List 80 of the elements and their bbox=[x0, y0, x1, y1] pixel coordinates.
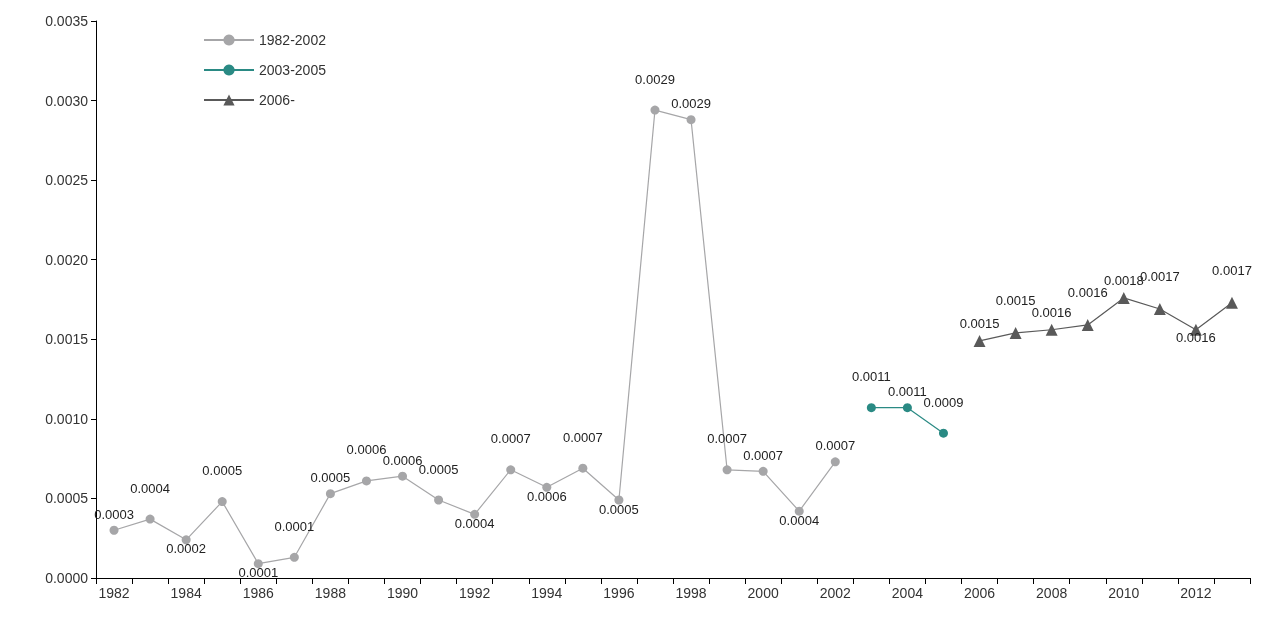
x-tick-label: 1988 bbox=[314, 585, 347, 601]
y-tick-label: 0.0020 bbox=[45, 251, 89, 268]
point bbox=[253, 559, 263, 569]
point bbox=[325, 489, 335, 499]
point bbox=[1153, 303, 1166, 316]
y-tick-label: 0.0015 bbox=[45, 331, 89, 348]
x-tick-label: 1998 bbox=[675, 585, 707, 601]
point bbox=[217, 497, 227, 507]
point bbox=[542, 482, 552, 492]
point bbox=[578, 463, 588, 473]
x-tick-label: 2006 bbox=[963, 585, 996, 601]
y-tick-label: 0.0010 bbox=[45, 410, 89, 427]
x-tick-label: 2010 bbox=[1108, 585, 1140, 601]
x-tick-label: 1990 bbox=[386, 585, 419, 601]
point bbox=[1225, 296, 1238, 309]
data-label: 0.0005 bbox=[310, 470, 351, 486]
point bbox=[614, 495, 624, 505]
point bbox=[145, 514, 155, 524]
y-tick-label: 0.0035 bbox=[45, 13, 89, 29]
data-label: 0.0016 bbox=[1176, 329, 1216, 345]
legend-label: 2003-2005 bbox=[259, 62, 327, 78]
point bbox=[361, 476, 371, 486]
point bbox=[1045, 323, 1058, 336]
data-label: 0.0007 bbox=[743, 447, 784, 463]
point bbox=[758, 466, 768, 476]
point bbox=[973, 334, 986, 347]
point bbox=[181, 535, 191, 545]
data-label: 0.0015 bbox=[959, 315, 1000, 331]
point bbox=[1081, 318, 1094, 331]
point bbox=[794, 506, 804, 516]
point bbox=[902, 403, 912, 413]
x-tick-label: 1982 bbox=[98, 585, 130, 601]
point bbox=[1009, 326, 1022, 339]
data-label: 0.0004 bbox=[454, 515, 495, 531]
point bbox=[289, 552, 299, 562]
point bbox=[434, 495, 444, 505]
data-label: 0.0029 bbox=[635, 71, 675, 87]
point bbox=[938, 428, 948, 438]
x-tick-label: 1992 bbox=[459, 585, 491, 601]
x-tick-label: 2004 bbox=[891, 585, 924, 601]
x-tick-label: 1986 bbox=[242, 585, 275, 601]
y-tick-label: 0.0030 bbox=[45, 92, 89, 109]
point bbox=[722, 465, 732, 475]
data-label: 0.0005 bbox=[599, 501, 639, 517]
data-label: 0.0006 bbox=[526, 488, 567, 504]
data-label: 0.0004 bbox=[130, 480, 170, 496]
x-tick-label: 1994 bbox=[531, 585, 563, 601]
x-tick-label: 1996 bbox=[603, 585, 635, 601]
data-label: 0.0007 bbox=[562, 429, 603, 445]
data-label: 0.0011 bbox=[851, 369, 891, 385]
data-label: 0.0005 bbox=[202, 463, 243, 479]
x-tick-label: 2002 bbox=[819, 585, 852, 601]
data-label: 0.0002 bbox=[166, 541, 207, 557]
y-tick-label: 0.0005 bbox=[45, 490, 89, 507]
legend-label: 2006- bbox=[259, 92, 296, 108]
point bbox=[506, 465, 516, 475]
point bbox=[650, 105, 660, 115]
point bbox=[686, 115, 696, 125]
data-label: 0.0007 bbox=[490, 431, 531, 447]
x-tick-label: 2000 bbox=[747, 585, 779, 601]
data-label: 0.0016 bbox=[1067, 284, 1108, 300]
y-tick-label: 0.0000 bbox=[45, 570, 89, 586]
data-label: 0.0007 bbox=[815, 438, 856, 454]
data-label: 0.0017 bbox=[1212, 262, 1252, 278]
point bbox=[1117, 291, 1130, 304]
y-tick-label: 0.0025 bbox=[45, 172, 89, 189]
point bbox=[109, 525, 119, 535]
x-tick-label: 2012 bbox=[1180, 585, 1212, 601]
point bbox=[470, 509, 480, 519]
legend-label: 1982-2002 bbox=[259, 32, 327, 48]
x-tick-label: 2008 bbox=[1036, 585, 1068, 601]
point bbox=[866, 403, 876, 413]
data-label: 0.0001 bbox=[274, 518, 315, 534]
point bbox=[398, 471, 408, 481]
data-label: 0.0001 bbox=[238, 565, 279, 581]
data-label: 0.0007 bbox=[707, 431, 747, 447]
data-label: 0.0029 bbox=[671, 96, 711, 112]
data-label: 0.0004 bbox=[779, 512, 820, 528]
point bbox=[830, 457, 840, 467]
x-tick-label: 1984 bbox=[170, 585, 202, 601]
